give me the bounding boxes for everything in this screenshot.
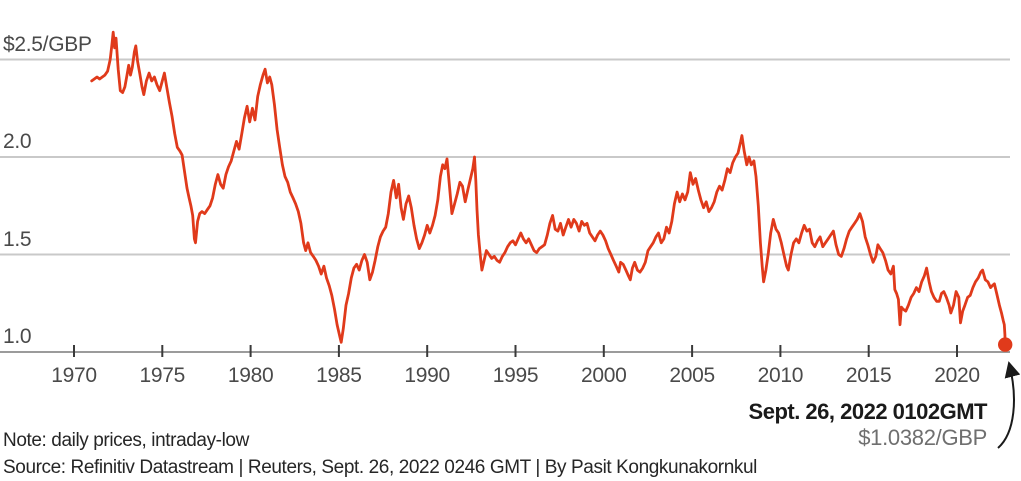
x-tick-label: 2020 <box>934 364 980 387</box>
x-tick-label: 1970 <box>51 364 97 387</box>
annotation-date: Sept. 26, 2022 0102GMT <box>748 399 988 424</box>
x-tick-label: 2005 <box>669 364 715 387</box>
gbp-usd-line <box>90 30 1007 346</box>
y-tick-label: 1.0 <box>3 325 32 348</box>
note-text: Note: daily prices, intraday-low <box>3 430 249 451</box>
annotation-arrow <box>997 361 1021 449</box>
y-tick-label: 1.5 <box>3 227 32 251</box>
x-tick-label: 1975 <box>139 364 186 387</box>
x-tick-label: 2010 <box>757 364 804 387</box>
x-tick-label: 2000 <box>581 364 627 387</box>
annotation-price: $1.0382/GBP <box>858 425 987 450</box>
source-text: Source: Refinitiv Datastream | Reuters, … <box>3 457 757 478</box>
y-tick-label: 2.0 <box>3 130 32 153</box>
x-tick-label: 1985 <box>316 364 362 387</box>
x-tick-label: 1980 <box>227 364 274 387</box>
x-tick-label: 2015 <box>845 364 892 387</box>
y-tick-label: $2.5/GBP <box>3 32 92 56</box>
annotation-callout: Sept. 26, 2022 0102GMT $1.0382/GBP <box>748 399 988 450</box>
x-tick-label: 1990 <box>404 364 450 387</box>
x-tick-label: 1995 <box>492 364 539 387</box>
last-price-dot <box>998 337 1013 352</box>
